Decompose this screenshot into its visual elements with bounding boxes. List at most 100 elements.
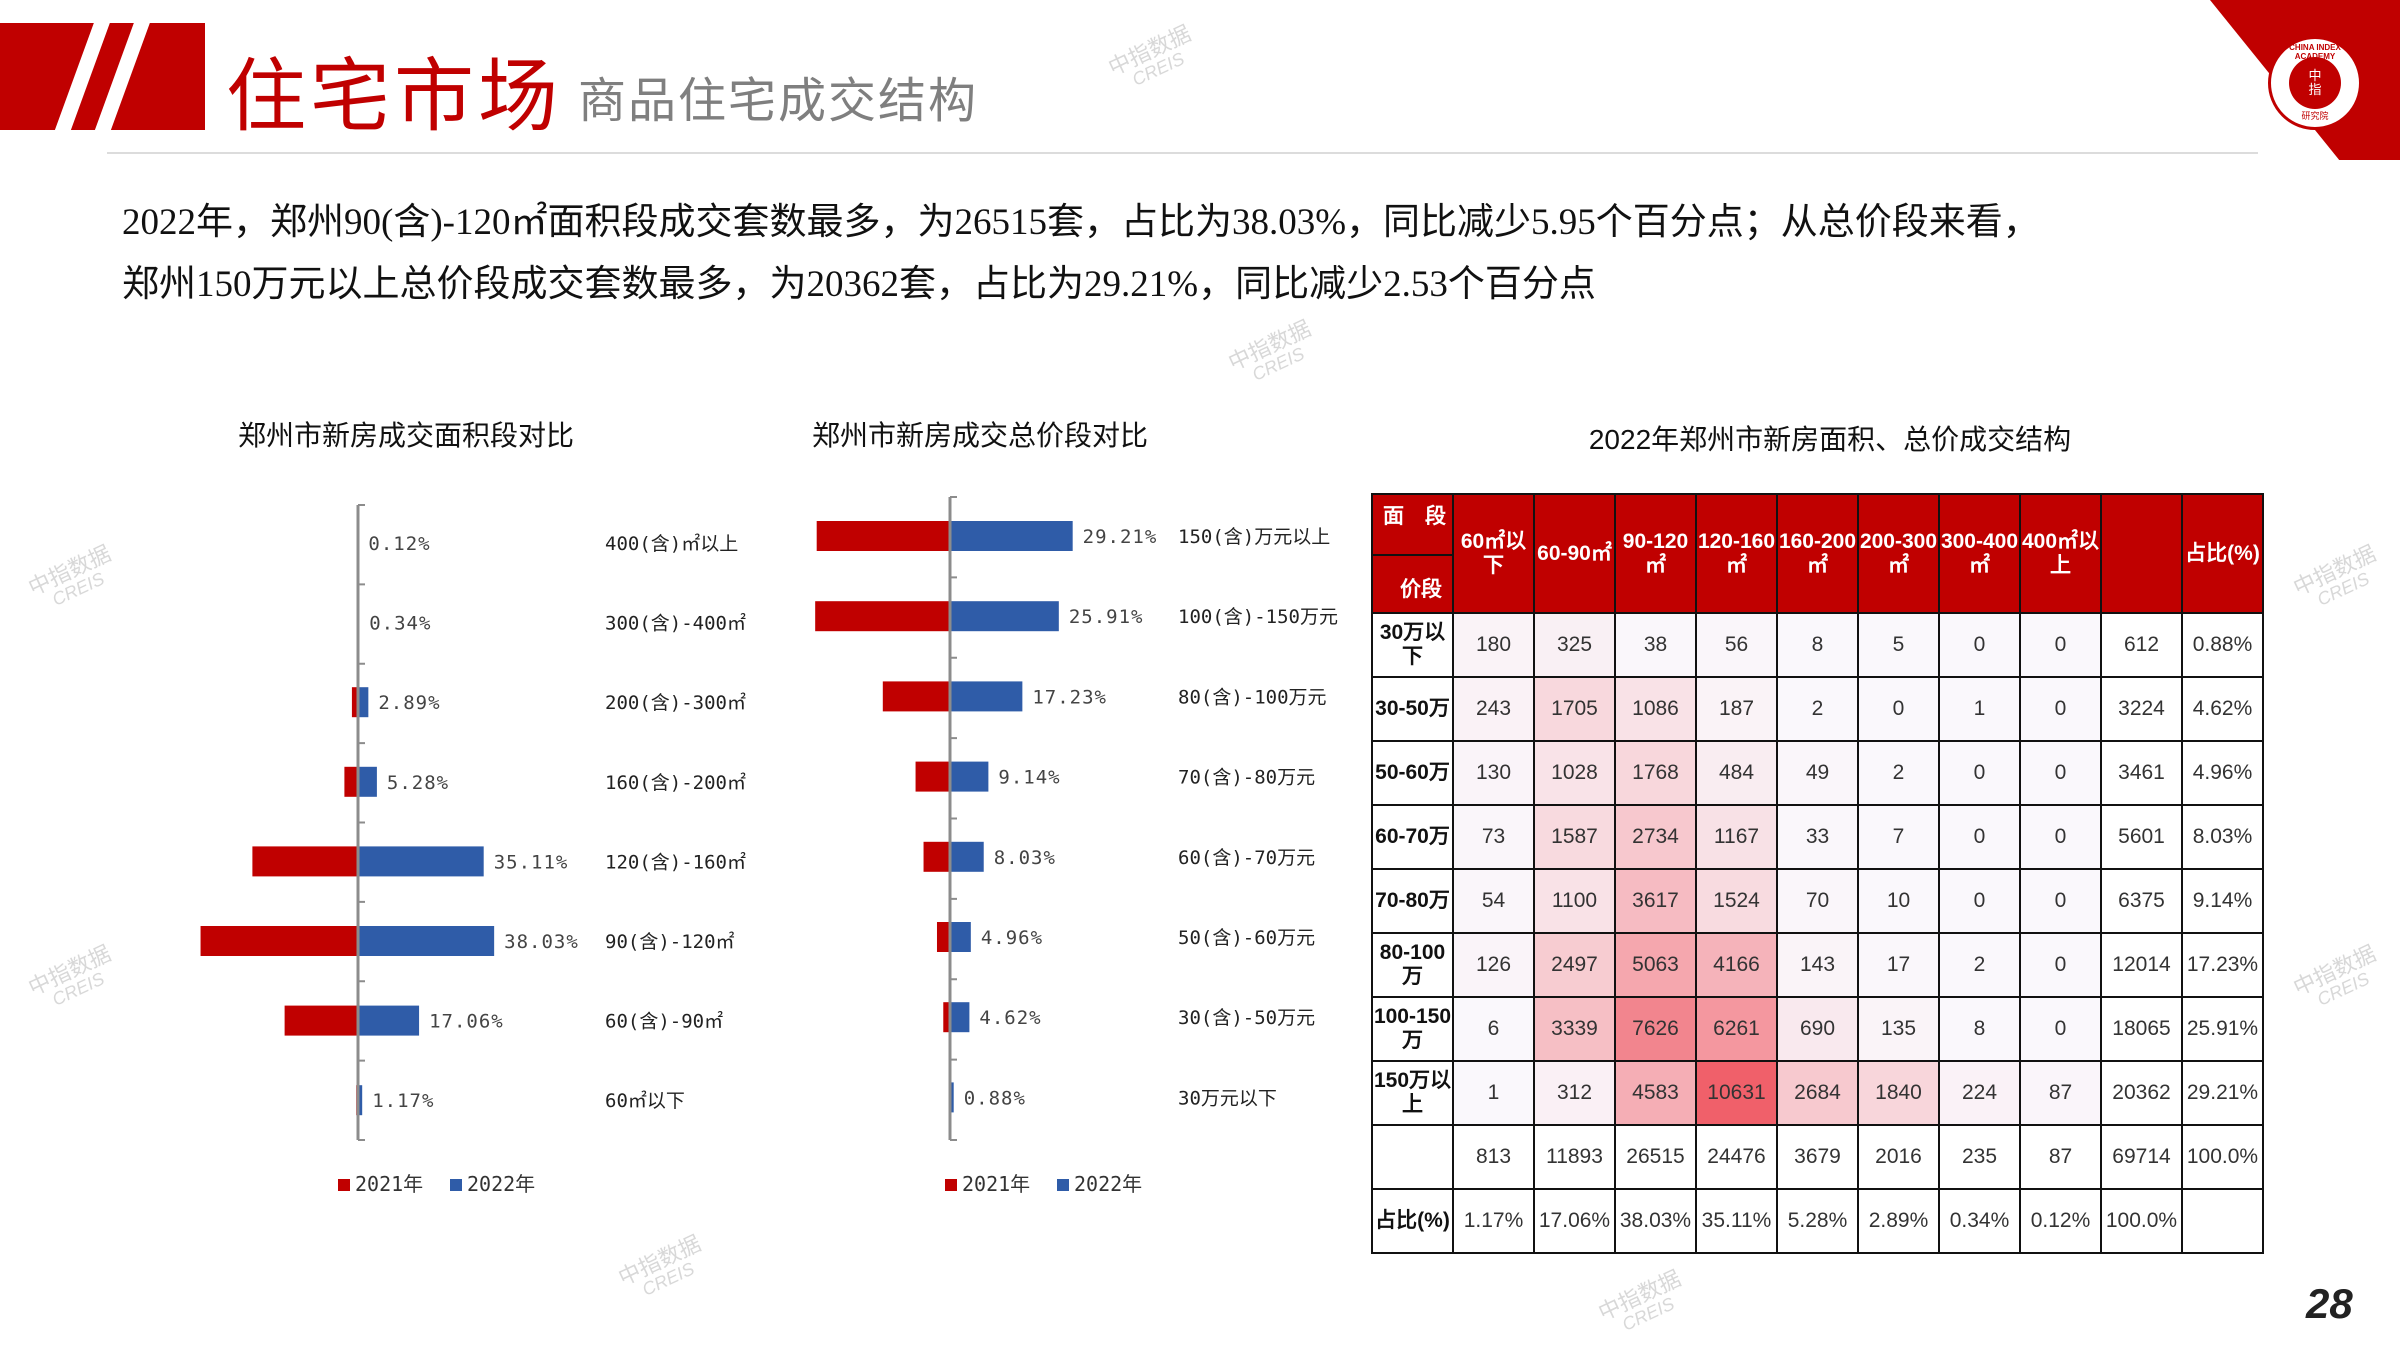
table-cell: 0 xyxy=(1938,868,2021,934)
table-cell: 33 xyxy=(1776,804,1859,870)
table-header-row: 面 段价段 60㎡以下 60-90㎡ 90-120㎡ 120-160㎡ 160-200㎡ 2… xyxy=(1371,493,2264,614)
category-label: 150(含)万元以上 xyxy=(1178,526,1330,548)
corner-area-label: 面 段 xyxy=(1383,505,1446,528)
column-header: 400㎡以上 xyxy=(2019,493,2102,614)
legend-swatch-2021 xyxy=(338,1179,350,1191)
data-label-2022: 35.11% xyxy=(494,851,569,873)
table-cell: 0 xyxy=(2019,612,2102,678)
bar-2021 xyxy=(284,1005,358,1036)
data-label-2022: 8.03% xyxy=(994,847,1056,869)
legend-label-2021: 2021年 xyxy=(355,1172,423,1196)
bar-2022 xyxy=(950,681,1023,712)
column-header: 160-200㎡ xyxy=(1776,493,1859,614)
row-header: 150万以上 xyxy=(1371,1060,1454,1126)
table-row: 150万以上 1 312 4583 10631 2684 1840 224 87 20362 29.… xyxy=(1371,1060,2264,1126)
category-label: 30万元以下 xyxy=(1178,1087,1277,1109)
table-cell: 3617 xyxy=(1614,868,1697,934)
table-cell: 0 xyxy=(2019,740,2102,806)
table-cell: 0.12% xyxy=(2019,1188,2102,1254)
table-cell: 0 xyxy=(2019,804,2102,870)
column-header xyxy=(2100,493,2183,614)
table-cell: 4.62% xyxy=(2181,676,2264,742)
category-label: 60㎡以下 xyxy=(605,1089,685,1112)
corner-price-label: 价段 xyxy=(1400,578,1442,601)
table-cell: 1 xyxy=(1452,1060,1535,1126)
bar-2021 xyxy=(815,601,950,632)
bar-2021 xyxy=(923,841,950,872)
table-cell: 0 xyxy=(2019,868,2102,934)
table-cell: 135 xyxy=(1857,996,1940,1062)
table-cell: 26515 xyxy=(1614,1124,1697,1190)
bar-2021 xyxy=(252,846,358,877)
data-label-2022: 4.96% xyxy=(981,927,1043,949)
bar-2021 xyxy=(943,1002,950,1033)
bar-2022 xyxy=(950,521,1073,551)
data-label-2022: 4.62% xyxy=(979,1007,1041,1029)
table-cell: 0 xyxy=(1938,740,2021,806)
data-label-2022: 25.91% xyxy=(1069,606,1144,628)
table-cell: 0 xyxy=(2019,932,2102,998)
row-header: 70-80万 xyxy=(1371,868,1454,934)
summary-line-1: 2022年，郑州90(含)-120㎡面积段成交套数最多，为26515套，占比为3… xyxy=(122,202,2040,243)
table-cell: 25.91% xyxy=(2181,996,2264,1062)
table-cell: 224 xyxy=(1938,1060,2021,1126)
table-cell: 2497 xyxy=(1533,932,1616,998)
row-header: 占比(%) xyxy=(1371,1188,1454,1254)
column-header: 60㎡以下 xyxy=(1452,493,1535,614)
table-cell: 1840 xyxy=(1857,1060,1940,1126)
watermark: 中指数据 CREIS xyxy=(2289,540,2380,610)
table-title: 2022年郑州市新房面积、总价成交结构 xyxy=(1588,424,2072,455)
table-row: 30万以下 180 325 38 56 8 5 0 0 612 0.88% xyxy=(1371,612,2264,678)
bar-2022 xyxy=(950,1002,970,1033)
category-label: 80(含)-100万元 xyxy=(1178,686,1327,708)
table-cell: 20362 xyxy=(2100,1060,2183,1126)
table-cell: 17.23% xyxy=(2181,932,2264,998)
category-label: 300(含)-400㎡ xyxy=(605,612,746,635)
data-label-2022: 5.28% xyxy=(387,772,449,794)
bar-2022 xyxy=(358,1085,363,1116)
table-cell: 312 xyxy=(1533,1060,1616,1126)
table-cell: 5.28% xyxy=(1776,1188,1859,1254)
category-label: 400(含)㎡以上 xyxy=(605,532,738,555)
data-label-2022: 1.17% xyxy=(372,1090,434,1112)
table-cell: 325 xyxy=(1533,612,1616,678)
legend-swatch-2022 xyxy=(1057,1179,1069,1191)
area-chart: 0.12% 400(含)㎡以上 0.34% 300(含)-400㎡ 2.89% 200(含… xyxy=(200,504,746,1196)
table-cell: 2 xyxy=(1938,932,2021,998)
category-label: 60(含)-70万元 xyxy=(1178,847,1315,869)
table-cell: 29.21% xyxy=(2181,1060,2264,1126)
table-row: 占比(%) 1.17% 17.06% 38.03% 35.11% 5.28% 2.89% 0.… xyxy=(1371,1188,2264,1254)
header-divider xyxy=(107,152,2258,154)
table-cell: 2734 xyxy=(1614,804,1697,870)
table-row: 60-70万 73 1587 2734 1167 33 7 0 0 5601 8.03% xyxy=(1371,804,2264,870)
legend-label-2022: 2022年 xyxy=(467,1172,535,1196)
table-cell: 1768 xyxy=(1614,740,1697,806)
table-cell: 2684 xyxy=(1776,1060,1859,1126)
table-cell: 11893 xyxy=(1533,1124,1616,1190)
bar-2021 xyxy=(200,926,358,956)
table-row: 50-60万 130 1028 1768 484 49 2 0 0 3461 4.96% xyxy=(1371,740,2264,806)
table-cell: 3461 xyxy=(2100,740,2183,806)
table-cell: 1587 xyxy=(1533,804,1616,870)
table-cell: 813 xyxy=(1452,1124,1535,1190)
table-cell: 0.88% xyxy=(2181,612,2264,678)
table-cell: 17 xyxy=(1857,932,1940,998)
table-cell: 5 xyxy=(1857,612,1940,678)
table-cell: 3224 xyxy=(2100,676,2183,742)
row-header: 60-70万 xyxy=(1371,804,1454,870)
table-cell: 0 xyxy=(2019,676,2102,742)
category-label: 70(含)-80万元 xyxy=(1178,767,1315,789)
category-label: 100(含)-150万元 xyxy=(1178,606,1338,628)
structure-table: 面 段价段 60㎡以下 60-90㎡ 90-120㎡ 120-160㎡ 160-200㎡ 2… xyxy=(1371,493,2264,1254)
row-header: 50-60万 xyxy=(1371,740,1454,806)
category-label: 160(含)-200㎡ xyxy=(605,771,746,794)
table-cell: 54 xyxy=(1452,868,1535,934)
table-cell: 1028 xyxy=(1533,740,1616,806)
summary-line-2: 郑州150万元以上总价段成交套数最多，为20362套，占比为29.21%，同比减… xyxy=(122,264,1596,305)
category-label: 50(含)-60万元 xyxy=(1178,927,1315,949)
table-cell: 130 xyxy=(1452,740,1535,806)
data-label-2022: 9.14% xyxy=(998,767,1060,789)
area-chart-title: 郑州市新房成交面积段对比 xyxy=(237,420,575,451)
column-header: 60-90㎡ xyxy=(1533,493,1616,614)
table-cell: 3679 xyxy=(1776,1124,1859,1190)
